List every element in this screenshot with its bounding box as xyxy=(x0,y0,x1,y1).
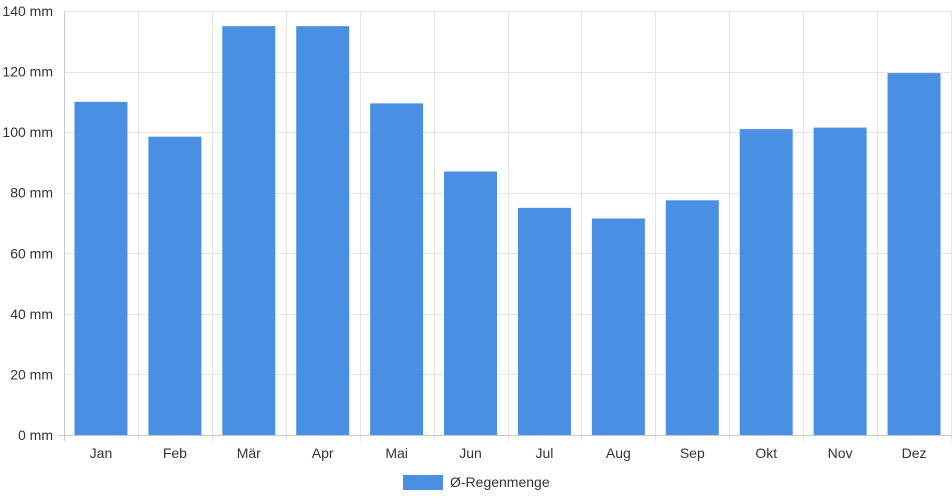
y-tick-label: 80 mm xyxy=(10,185,53,201)
x-tick-label: Jan xyxy=(90,445,113,461)
x-tick-label: Mär xyxy=(237,445,261,461)
x-tick-label: Apr xyxy=(312,445,334,461)
bar-jul[interactable] xyxy=(517,207,571,435)
x-tick-label: Dez xyxy=(902,445,927,461)
y-tick-label: 120 mm xyxy=(2,64,53,80)
bar-mai[interactable] xyxy=(370,103,424,435)
x-tick-label: Jul xyxy=(536,445,554,461)
x-tick-label: Aug xyxy=(606,445,631,461)
y-tick-label: 100 mm xyxy=(2,124,53,140)
grid-lines xyxy=(64,11,952,441)
bar-aug[interactable] xyxy=(591,218,645,435)
x-tick-label: Nov xyxy=(828,445,853,461)
bar-apr[interactable] xyxy=(296,26,350,436)
bar-jun[interactable] xyxy=(444,171,498,435)
y-tick-label: 40 mm xyxy=(10,306,53,322)
y-tick-label: 0 mm xyxy=(18,427,53,443)
y-axis-tick-labels: 0 mm 20 mm 40 mm 60 mm 80 mm 100 mm 120 mm 140 … xyxy=(2,3,53,443)
x-tick-label: Feb xyxy=(163,445,187,461)
bar-sep[interactable] xyxy=(665,200,719,435)
legend-label-regenmenge[interactable]: Ø-Regenmenge xyxy=(450,474,550,490)
y-tick-label: 20 mm xyxy=(10,366,53,382)
bars xyxy=(74,26,941,436)
bar-feb[interactable] xyxy=(148,136,202,435)
bar-jan[interactable] xyxy=(74,101,128,435)
x-tick-label: Sep xyxy=(680,445,705,461)
bar-nov[interactable] xyxy=(813,127,867,435)
bar-dez[interactable] xyxy=(887,73,941,435)
x-tick-label: Mai xyxy=(385,445,408,461)
x-tick-label: Jun xyxy=(459,445,482,461)
legend-swatch-regenmenge[interactable] xyxy=(403,475,443,490)
x-tick-label: Okt xyxy=(755,445,777,461)
legend[interactable]: Ø-Regenmenge xyxy=(403,474,550,490)
bar-mär[interactable] xyxy=(222,26,276,436)
bar-okt[interactable] xyxy=(739,129,793,435)
y-tick-label: 140 mm xyxy=(2,3,53,19)
x-axis-tick-labels: Jan Feb Mär Apr Mai Jun Jul Aug Sep Okt Nov Dez xyxy=(90,445,927,461)
y-tick-label: 60 mm xyxy=(10,245,53,261)
axes xyxy=(58,11,951,441)
